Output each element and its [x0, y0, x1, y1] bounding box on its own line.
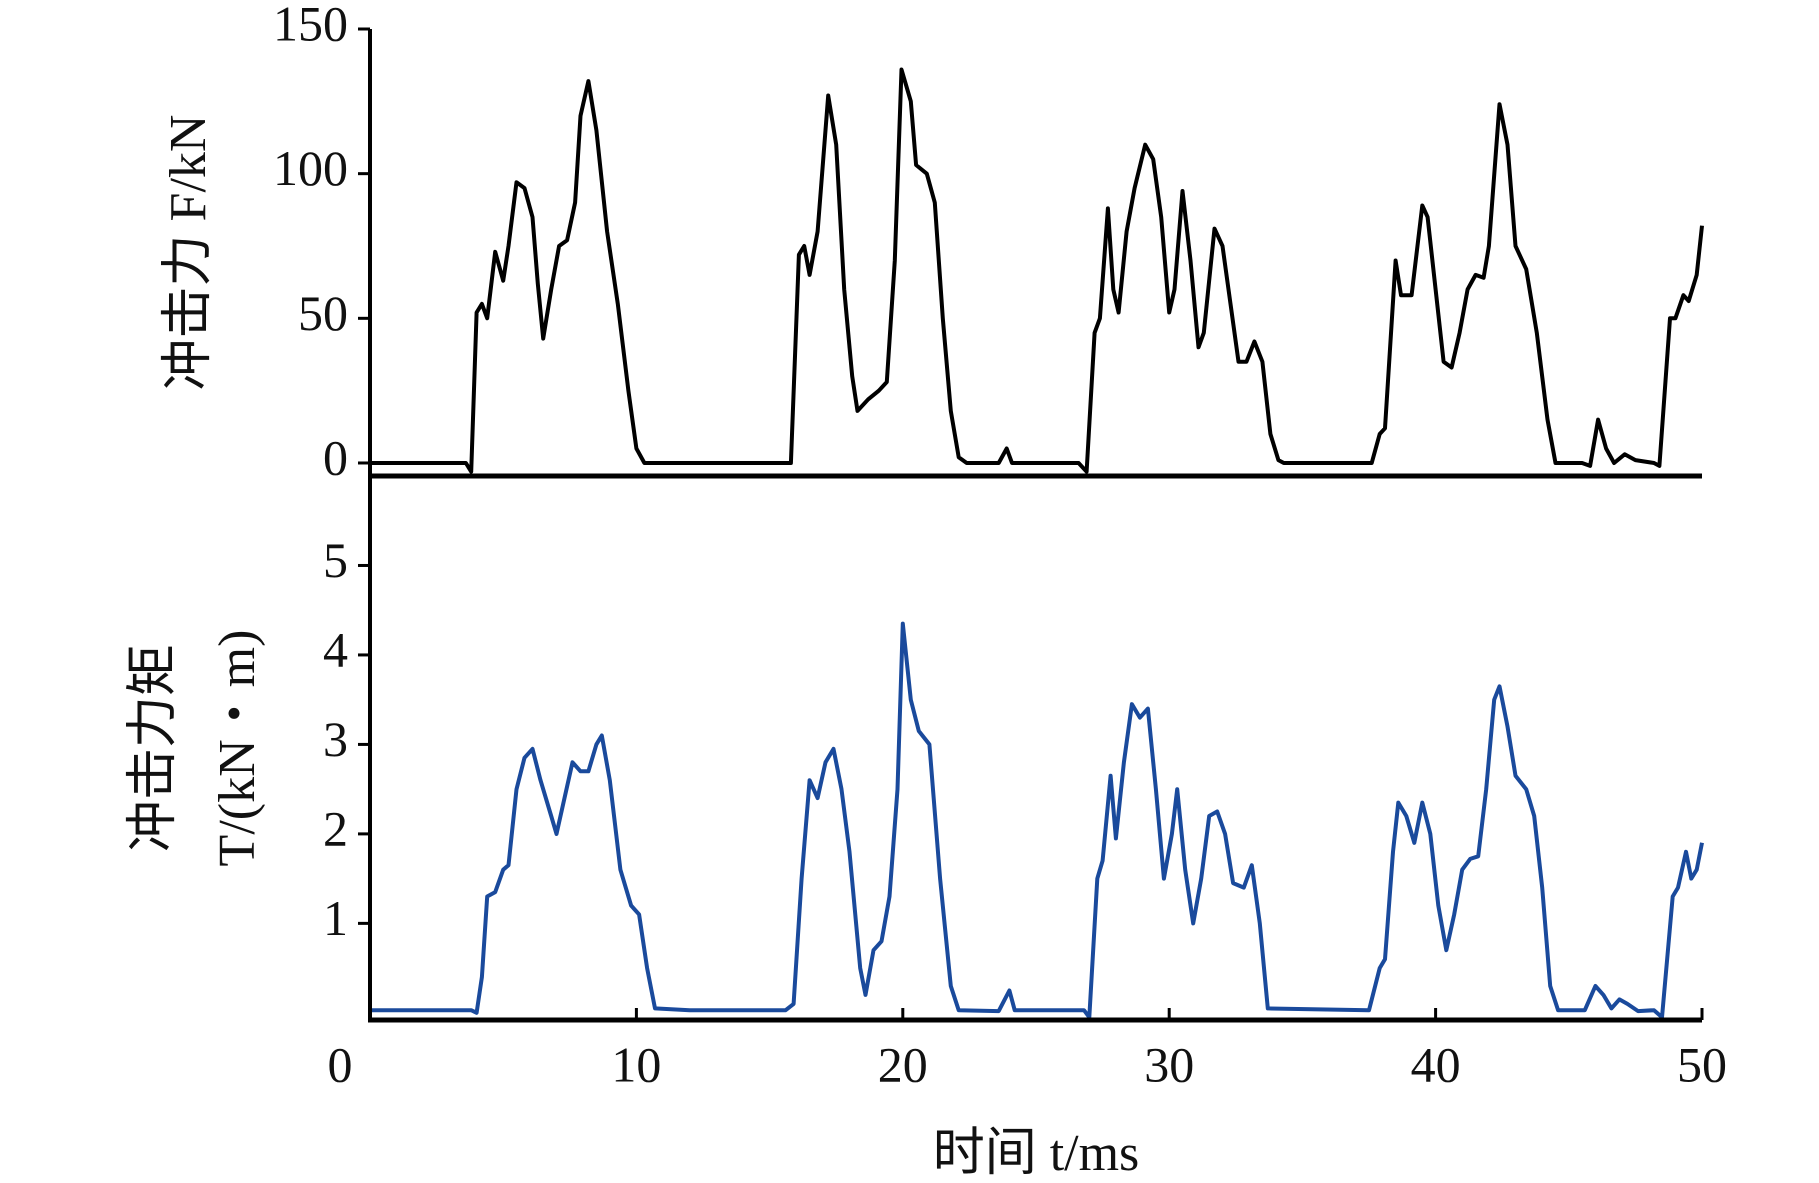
y-tick-label: 100 [273, 140, 348, 196]
x-tick-label: 40 [1411, 1036, 1461, 1092]
y-axis-label: 冲击力 F/kN [160, 115, 217, 391]
y-tick-label: 0 [323, 429, 348, 485]
y-axis-label: 冲击力矩 [125, 644, 182, 852]
x-tick-label: 0 [328, 1036, 353, 1092]
y-tick-label: 1 [323, 890, 348, 946]
y-tick-label: 3 [323, 711, 348, 767]
y-tick-label: 4 [323, 621, 348, 677]
x-tick-label: 50 [1677, 1036, 1727, 1092]
x-axis-label: 时间 t/ms [933, 1125, 1140, 1182]
y-tick-label: 2 [323, 800, 348, 856]
data-line [370, 621, 1704, 1020]
data-line [370, 67, 1704, 474]
y-axis-label: T/(kN・m) [209, 630, 266, 867]
y-tick-label: 5 [323, 532, 348, 588]
x-tick-label: 10 [611, 1036, 661, 1092]
x-tick-label: 30 [1144, 1036, 1194, 1092]
y-tick-label: 150 [273, 0, 348, 51]
x-tick-label: 20 [878, 1036, 928, 1092]
y-tick-label: 50 [298, 285, 348, 341]
